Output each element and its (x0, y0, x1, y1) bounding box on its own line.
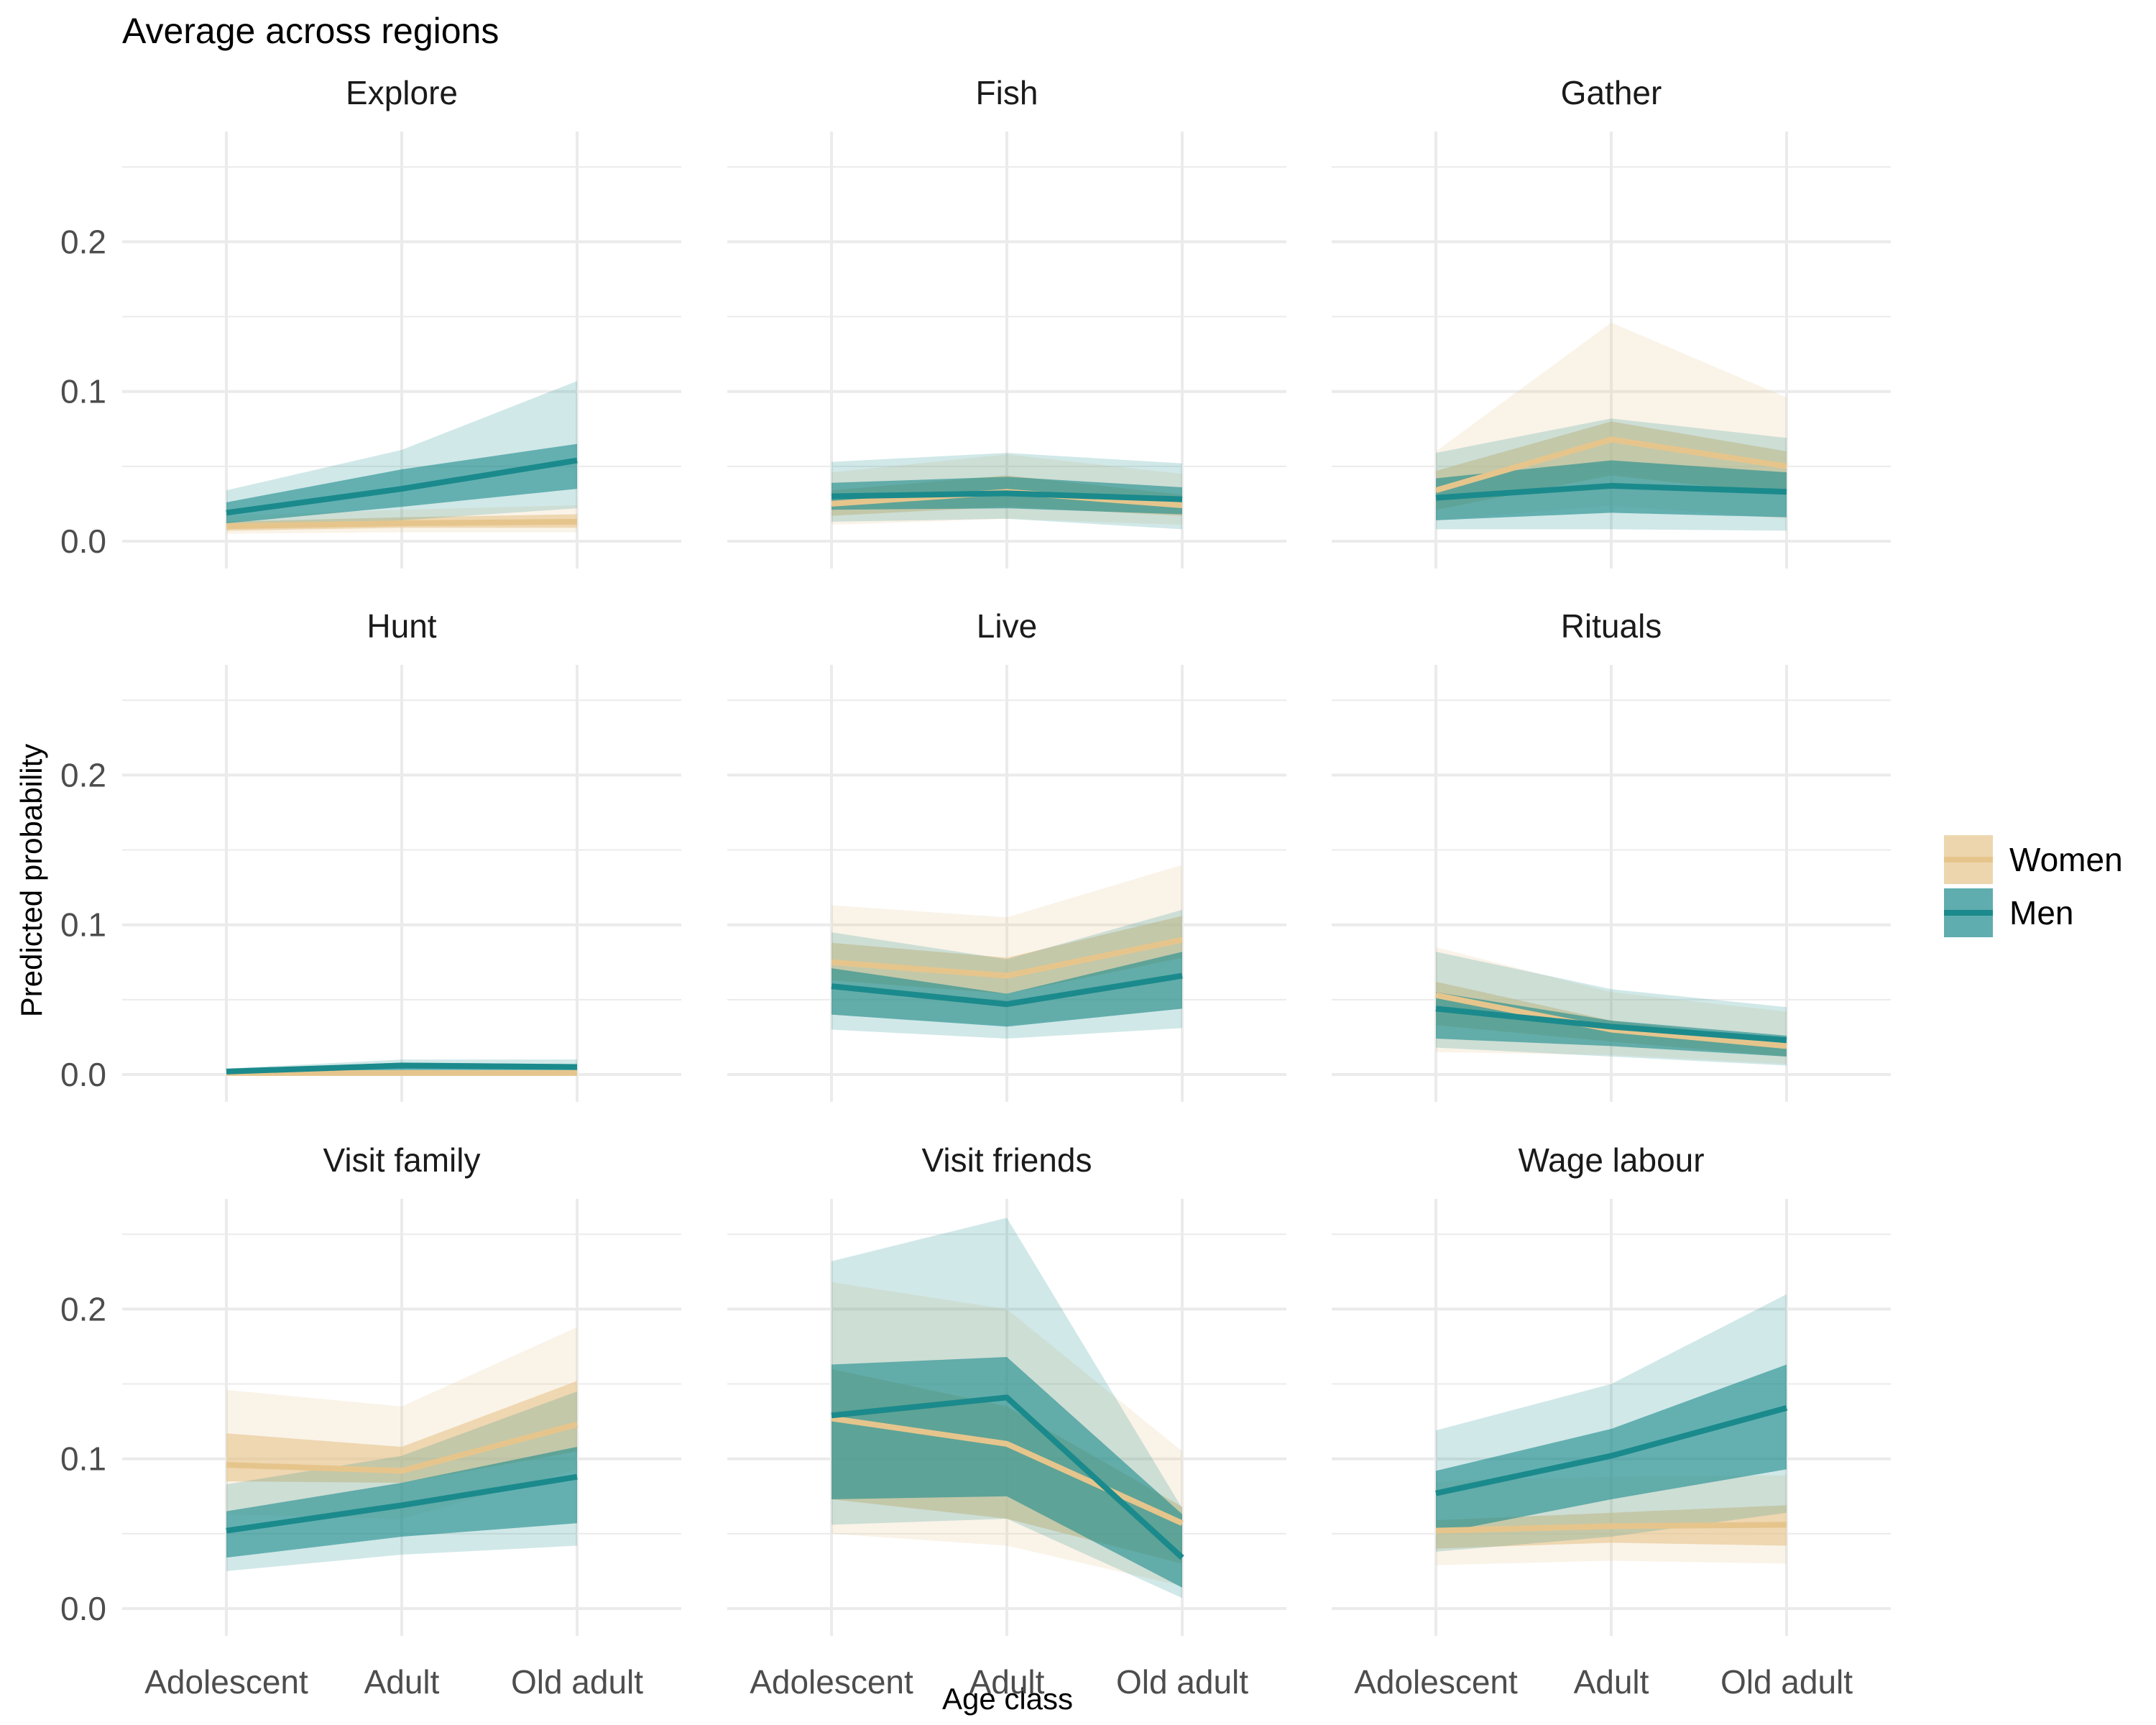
series-line-women (1435, 1522, 1787, 1534)
panel-title-visit-friends: Visit friends (922, 1141, 1092, 1179)
panel-title-visit-family: Visit family (323, 1141, 481, 1179)
inner-band-women (226, 1381, 577, 1484)
panel-visit-friends: Visit friends Adolescent Adult Old adult (727, 1141, 1286, 1701)
series-line-men (226, 457, 578, 516)
legend-label-men: Men (2009, 894, 2073, 932)
panel-title-fish: Fish (976, 74, 1038, 111)
panel-title-live: Live (977, 607, 1037, 645)
y-tick-label: 0.2 (60, 756, 106, 794)
panel-rituals: Rituals (1332, 607, 1891, 1102)
x-tick-label: Adolescent (1354, 1663, 1518, 1701)
inner-band-men (1436, 1364, 1787, 1534)
panel-title-explore: Explore (346, 74, 458, 111)
panel-visit-family: Visit family 0.0 0.1 0.2 Adolescent Adult Old … (60, 1141, 681, 1701)
series-line-women (831, 937, 1183, 979)
series-line-women (226, 1421, 579, 1474)
inner-band-men (831, 1357, 1182, 1588)
legend-item-women: Women (1944, 835, 2123, 884)
series-line-men (831, 490, 1183, 502)
panel-title-rituals: Rituals (1561, 607, 1662, 645)
legend: Women Men (1944, 835, 2123, 937)
panel-gather: Gather (1332, 74, 1891, 569)
series-line-women (831, 1415, 1184, 1526)
x-tick-label: Old adult (511, 1663, 643, 1701)
inner-band-men (831, 952, 1182, 1027)
panel-title-gather: Gather (1561, 74, 1662, 111)
x-axis-title: Age class (942, 1682, 1073, 1716)
panel-title-hunt: Hunt (367, 607, 436, 645)
series-line-men (831, 1394, 1184, 1560)
x-tick-label: Adult (969, 1663, 1045, 1701)
series-line-men (1435, 1405, 1788, 1496)
y-tick-label: 0.0 (60, 1056, 106, 1093)
y-tick-label: 0.1 (60, 373, 106, 410)
chart-title: Average across regions (122, 11, 499, 51)
x-tick-label: Old adult (1116, 1663, 1248, 1701)
y-axis-title: Predicted probability (14, 744, 48, 1018)
series-line-women (226, 518, 578, 530)
panel-wage-labour: Wage labour Adolescent Adult Old adult (1332, 1141, 1891, 1701)
x-tick-label: Adult (1574, 1663, 1649, 1701)
y-tick-label: 0.0 (60, 523, 106, 560)
panel-title-wage-labour: Wage labour (1518, 1141, 1704, 1179)
panel-hunt: Hunt 0.0 0.1 0.2 (60, 607, 681, 1102)
x-tick-label: Adolescent (750, 1663, 913, 1701)
y-tick-label: 0.0 (60, 1590, 106, 1627)
series-line-men (1435, 482, 1787, 501)
series-line-men (226, 1062, 578, 1075)
series-line-men (226, 1473, 578, 1534)
facet-panels: Explore 0.0 0.1 0.2 Fish Gather Hunt 0.0 0.1 0.2 L… (60, 74, 1891, 1701)
inner-band-men (1436, 460, 1787, 520)
legend-label-women: Women (2009, 841, 2123, 878)
x-tick-label: Adolescent (144, 1663, 308, 1701)
panel-explore: Explore 0.0 0.1 0.2 (60, 74, 681, 569)
y-tick-label: 0.2 (60, 1290, 106, 1328)
panel-live: Live (727, 607, 1286, 1102)
panel-fish: Fish (727, 74, 1286, 569)
x-tick-label: Adult (364, 1663, 440, 1701)
inner-band-men (226, 1447, 577, 1558)
legend-item-men: Men (1944, 888, 2073, 937)
y-tick-label: 0.2 (60, 223, 106, 260)
series-line-women (1435, 992, 1787, 1049)
series-line-women (1434, 436, 1787, 494)
series-line-men (1435, 1006, 1787, 1044)
y-tick-label: 0.1 (60, 906, 106, 944)
y-tick-label: 0.1 (60, 1440, 106, 1478)
x-tick-label: Old adult (1720, 1663, 1853, 1701)
series-line-men (831, 972, 1183, 1008)
